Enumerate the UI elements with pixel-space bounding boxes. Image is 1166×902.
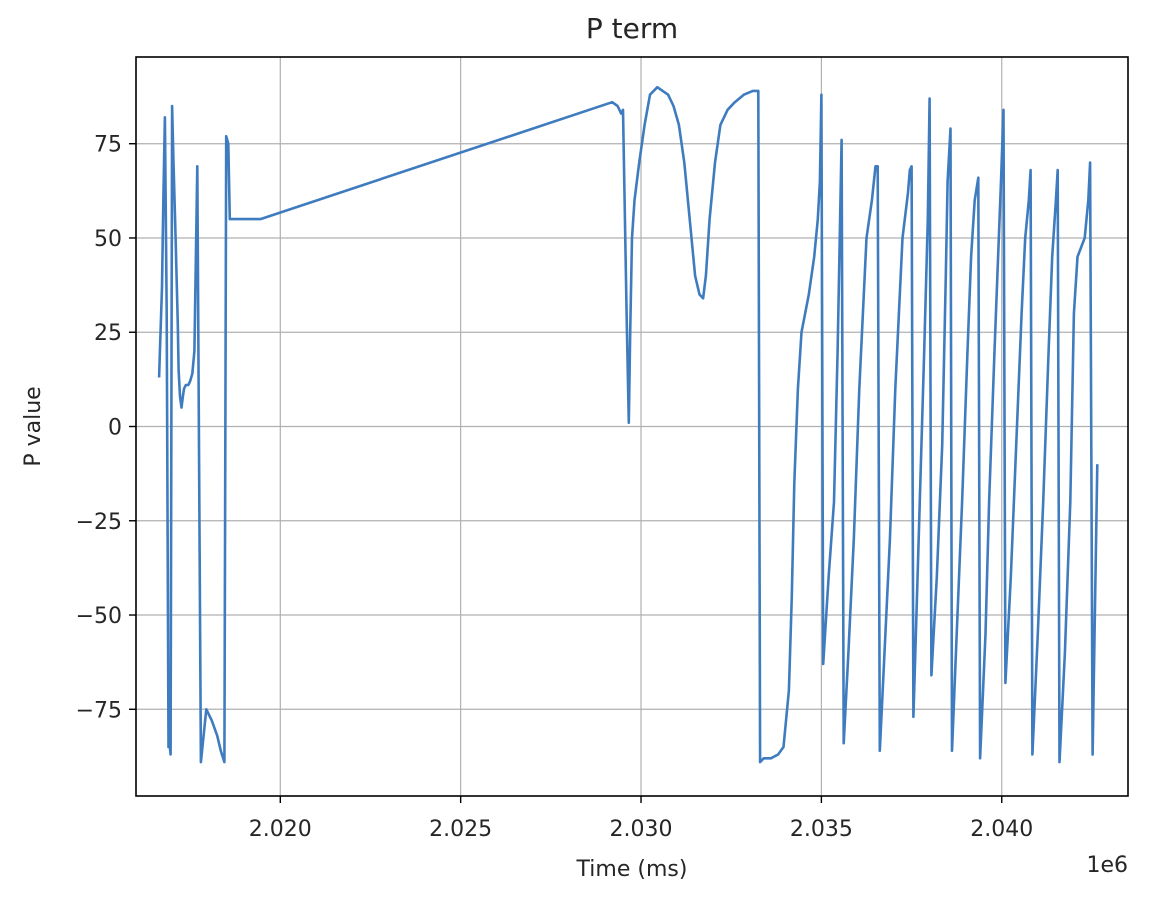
axis-ticks: 2.020 2.025 2.030 2.035 2.040 75 50 25 0 −25 −50 −7… — [76, 133, 1034, 842]
x-tick-label: 2.035 — [790, 817, 853, 842]
y-tick-label: 25 — [94, 321, 122, 346]
x-axis-label: Time (ms) — [576, 857, 688, 882]
x-tick-label: 2.040 — [970, 817, 1033, 842]
y-tick-label: 50 — [94, 227, 122, 252]
x-tick-label: 2.020 — [249, 817, 312, 842]
x-tick-label: 2.025 — [429, 817, 492, 842]
p-term-line — [157, 85, 1099, 764]
chart-title: P term — [586, 12, 678, 45]
x-tick-label: 2.030 — [610, 817, 673, 842]
y-tick-label: 0 — [108, 416, 122, 441]
x-axis-offset-label: 1e6 — [1086, 853, 1128, 878]
y-tick-label: −75 — [76, 698, 122, 723]
line-series-layer — [157, 85, 1099, 764]
y-tick-label: 75 — [94, 133, 122, 158]
y-tick-label: −25 — [76, 510, 122, 535]
grid — [136, 57, 1128, 796]
y-axis-label: P value — [21, 386, 46, 466]
y-tick-label: −50 — [76, 604, 122, 629]
